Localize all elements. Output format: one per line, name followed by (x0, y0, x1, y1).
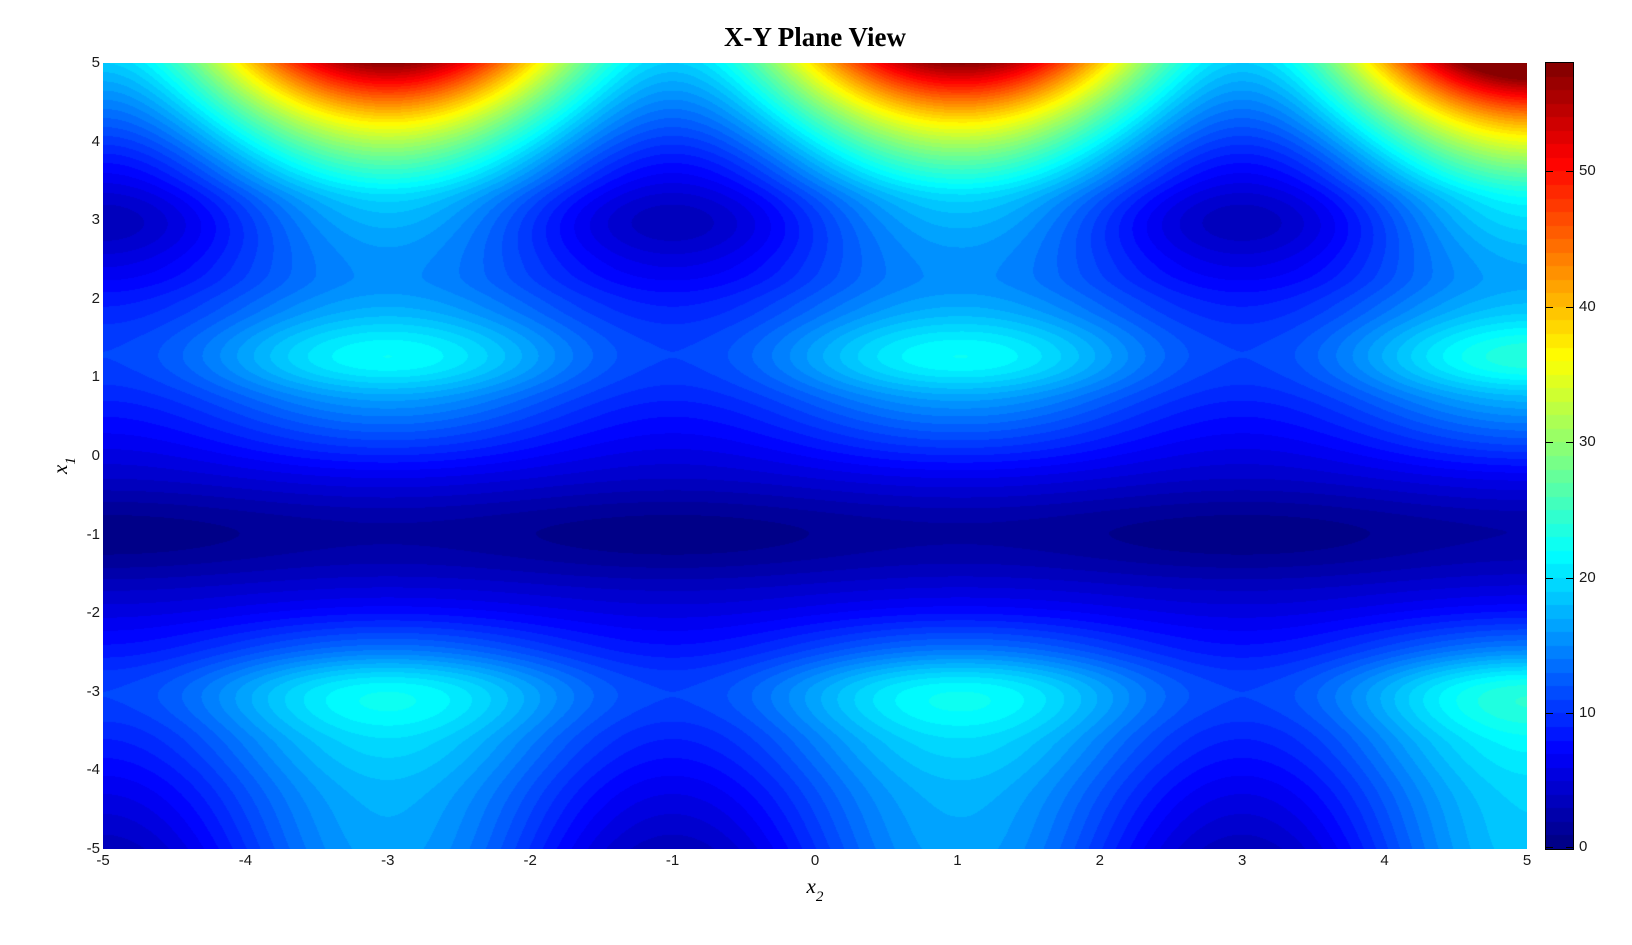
colorbar-tick-mark-left (1546, 713, 1553, 714)
y-tick-label: -1 (86, 525, 100, 543)
colorbar-tick-mark-left (1546, 847, 1553, 848)
x-tick-label: -2 (523, 852, 537, 869)
x-axis-label: x2 (103, 874, 1527, 905)
x-tick-label: -5 (96, 852, 110, 869)
y-axis-label: x1 (48, 457, 79, 474)
y-tick-label: -2 (86, 604, 100, 622)
y-axis-label-subscript: 1 (62, 457, 79, 465)
x-tick-label: 2 (1095, 852, 1104, 869)
y-axis-label-base: x (48, 464, 72, 474)
x-tick-label: 5 (1522, 852, 1532, 869)
x-tick-label: 3 (1238, 852, 1247, 869)
chart-title: X-Y Plane View (724, 22, 906, 52)
y-tick-label: 4 (91, 132, 100, 150)
colorbar-tick-mark-left (1546, 171, 1553, 172)
y-tick-label: -5 (86, 840, 100, 857)
colorbar-canvas (1546, 63, 1573, 849)
y-tick-label: 2 (91, 289, 100, 307)
y-tick-label: 5 (91, 54, 100, 71)
colorbar-tick-label: 10 (1579, 704, 1596, 721)
colorbar-tick-label: 40 (1579, 298, 1596, 315)
x-tick-label: -3 (381, 852, 395, 869)
colorbar-tick-mark-left (1546, 307, 1553, 308)
colorbar-tick-label: 30 (1579, 433, 1596, 450)
y-tick-label: -4 (86, 761, 100, 779)
colorbar-tick-label: 50 (1579, 162, 1596, 179)
colorbar-tick-mark-right (1566, 713, 1573, 714)
y-tick-label: -3 (86, 682, 100, 700)
colorbar-tick-mark-right (1566, 578, 1573, 579)
colorbar-tick-label: 0 (1579, 838, 1588, 855)
colorbar-tick-label: 20 (1579, 569, 1596, 586)
contour-plot-canvas (103, 63, 1527, 849)
colorbar-tick-mark-right (1566, 307, 1573, 308)
x-tick-label: -1 (665, 852, 680, 869)
colorbar-tick-mark-right (1566, 442, 1573, 443)
x-tick-label: 0 (810, 852, 820, 869)
x-axis-label-base: x (806, 874, 816, 898)
colorbar (1545, 62, 1574, 850)
y-tick-label: 1 (91, 368, 100, 386)
x-tick-label: 4 (1380, 852, 1389, 869)
colorbar-tick-mark-right (1566, 171, 1573, 172)
colorbar-tick-mark-right (1566, 847, 1573, 848)
colorbar-tick-mark-left (1546, 578, 1553, 579)
y-tick-label: 0 (91, 447, 100, 464)
y-tick-label: 3 (91, 211, 100, 229)
x-axis-label-subscript: 2 (815, 888, 824, 905)
colorbar-tick-mark-left (1546, 442, 1553, 443)
x-tick-label: 1 (953, 852, 962, 869)
x-tick-label: -4 (238, 852, 253, 869)
